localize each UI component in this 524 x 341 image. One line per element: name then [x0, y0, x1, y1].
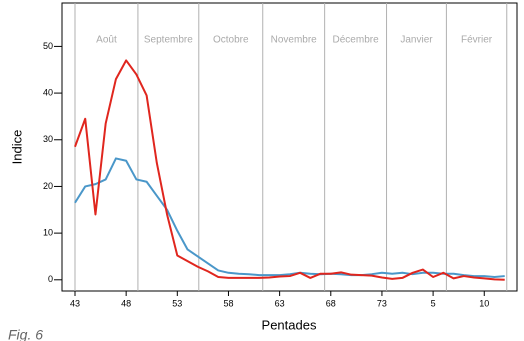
y-tick-label: 50: [43, 41, 53, 51]
month-label: Janvier: [400, 35, 433, 46]
x-tick-label: 10: [479, 298, 489, 308]
y-tick-label: 10: [43, 227, 53, 237]
caption: Fig. 6: [8, 327, 43, 341]
series-line: [74, 59, 505, 281]
x-tick-label: 73: [377, 298, 387, 308]
month-label: Août: [96, 35, 117, 46]
x-axis-title: Pentades: [262, 317, 317, 332]
x-tick-label: 5: [431, 298, 436, 308]
y-tick-label: 0: [48, 274, 53, 284]
x-tick-label: 58: [223, 298, 233, 308]
plot-frame: [61, 2, 518, 292]
y-tick-label: 40: [43, 87, 53, 97]
x-tick-label: 63: [275, 298, 285, 308]
month-label: Septembre: [144, 35, 193, 46]
y-tick-label: 20: [43, 181, 53, 191]
x-tick-label: 53: [172, 298, 182, 308]
x-tick-label: 48: [121, 298, 131, 308]
month-label: Février: [461, 35, 493, 46]
x-tick-label: 68: [326, 298, 336, 308]
month-label: Décembre: [333, 35, 380, 46]
month-label: Novembre: [271, 35, 318, 46]
y-tick-label: 30: [43, 134, 53, 144]
x-tick-label: 43: [70, 298, 80, 308]
y-axis-title: Indice: [9, 130, 24, 165]
series-line: [74, 157, 505, 278]
month-label: Octobre: [213, 35, 249, 46]
